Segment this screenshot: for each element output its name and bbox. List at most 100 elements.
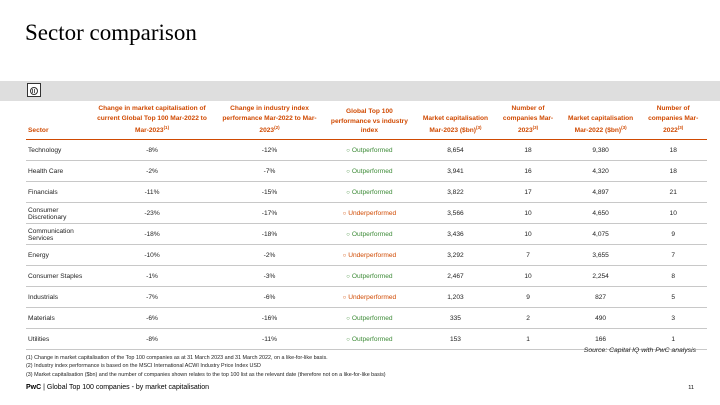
table-row: Technology -8% -12% ○ Outperformed 8,654 18 9,3… (26, 139, 707, 161)
table-cell: -6% (216, 286, 323, 308)
table-cell: 10 (639, 202, 707, 224)
table-cell: Energy (26, 244, 88, 266)
header-text: Number of companies Mar-2023 (502, 105, 554, 135)
table-row: Industrials -7% -6% ○ Underperformed 1,203 9 82… (26, 286, 707, 308)
table-cell: 3,822 (416, 181, 495, 203)
status-dot: ○ (342, 211, 347, 218)
title: Sector comparison (25, 20, 197, 45)
status-dot: ○ (346, 316, 350, 323)
table-cell: 18 (639, 139, 707, 161)
status-text: Outperformed (351, 231, 393, 239)
status-dot: ○ (342, 253, 347, 260)
table-cell: 3,566 (416, 202, 495, 224)
table-cell: 17 (494, 181, 562, 203)
table-cell: -11% (87, 181, 217, 203)
table-cell: -15% (216, 181, 323, 203)
header-text: Sector (28, 127, 49, 135)
column-header: Market capitalisation Mar-2022 ($bn)(3) (561, 103, 640, 140)
table-cell: ○ Underperformed (322, 286, 417, 308)
header-text: Change in market capitalisation of curre… (97, 105, 207, 135)
table-cell: ○ Outperformed (322, 328, 417, 350)
column-header: Market capitalisation Mar-2023 ($bn)(3) (416, 103, 495, 140)
table-cell: 3,655 (561, 244, 640, 266)
table-cell: 4,320 (561, 160, 640, 182)
table-cell: -8% (87, 328, 217, 350)
table-cell: 10 (494, 223, 562, 245)
status-text: Underperformed (348, 294, 397, 302)
table-cell: Materials (26, 307, 88, 329)
table-cell: -10% (87, 244, 217, 266)
table-cell: 2,467 (416, 265, 495, 287)
table-cell: 3,941 (416, 160, 495, 182)
status-dot: ○ (346, 148, 350, 155)
table-cell: 9 (639, 223, 707, 245)
table-cell: -18% (216, 223, 323, 245)
header-text: Change in industry index performance Mar… (222, 105, 317, 135)
table-cell: 2,254 (561, 265, 640, 287)
table-cell: 9 (494, 286, 562, 308)
table-cell: 18 (639, 160, 707, 182)
column-header: Global Top 100 performance vs industry i… (322, 103, 417, 140)
table-row: Communication Services -18% -18% ○ Outperfor… (26, 223, 707, 245)
header-note: (3) (621, 125, 627, 130)
table-row: Consumer Discretionary -23% -17% ○ Underperf… (26, 202, 707, 224)
table-cell: -8% (87, 139, 217, 161)
table-cell: 4,075 (561, 223, 640, 245)
column-header: Change in industry index performance Mar… (216, 103, 323, 140)
status-text: Outperformed (351, 168, 393, 176)
table-cell: 827 (561, 286, 640, 308)
header-text: Market capitalisation Mar-2023 ($bn) (422, 114, 489, 135)
table-cell: Technology (26, 139, 88, 161)
table-cell: Financials (26, 181, 88, 203)
table-cell: -17% (216, 202, 323, 224)
header-text: Global Top 100 performance vs industry i… (330, 108, 408, 135)
table-cell: 7 (639, 244, 707, 266)
table-cell: 4,897 (561, 181, 640, 203)
table-row: Energy -10% -2% ○ Underperformed 3,292 7 3,655 7 (26, 244, 707, 266)
section-bar (0, 81, 720, 101)
table-cell: -6% (87, 307, 217, 329)
footer-separator: | (43, 384, 45, 391)
column-header: Sector (26, 103, 88, 140)
table-cell: 4,650 (561, 202, 640, 224)
icon (27, 83, 41, 97)
header-note: (3) (677, 125, 684, 130)
table-cell: 8,654 (416, 139, 495, 161)
table-cell: ○ Outperformed (322, 223, 417, 245)
table-cell: 335 (416, 307, 495, 329)
status-dot: ○ (342, 295, 347, 302)
table-cell: -18% (87, 223, 217, 245)
sector-table: Sector Change in market capitalisation of… (26, 103, 707, 350)
table-cell: -2% (216, 244, 323, 266)
header-text: Market capitalisation Mar-2022 ($bn) (567, 114, 634, 135)
status-dot: ○ (346, 232, 350, 239)
table-cell: ○ Outperformed (322, 307, 417, 329)
header-note: (1) (163, 125, 170, 130)
table-cell: 5 (639, 286, 707, 308)
table-cell: Communication Services (26, 223, 88, 245)
header-note: (3) (475, 125, 482, 130)
table-cell: -3% (216, 265, 323, 287)
table-cell: 1 (494, 328, 562, 350)
table-cell: -7% (87, 286, 217, 308)
table-cell: 10 (494, 265, 562, 287)
status-text: Outperformed (351, 273, 393, 281)
table-cell: -11% (216, 328, 323, 350)
status-dot: ○ (346, 169, 350, 176)
table-cell: 10 (494, 202, 562, 224)
status-text: Outperformed (351, 147, 393, 155)
table-row: Materials -6% -16% ○ Outperformed 335 2 490 3 (26, 307, 707, 329)
table-cell: 8 (639, 265, 707, 287)
table-cell: 153 (416, 328, 495, 350)
table-cell: Consumer Staples (26, 265, 88, 287)
footer-brand: PwC (26, 384, 42, 391)
source: Source: Capital IQ with PwC analysis (583, 347, 696, 354)
table-cell: 1 (639, 328, 707, 350)
table-cell: ○ Underperformed (322, 202, 417, 224)
table-cell: 1,203 (416, 286, 495, 308)
table-row: Financials -11% -15% ○ Outperformed 3,822 17 4,… (26, 181, 707, 203)
table-cell: -16% (216, 307, 323, 329)
status-text: Underperformed (348, 210, 397, 218)
status-dot: ○ (346, 274, 350, 281)
